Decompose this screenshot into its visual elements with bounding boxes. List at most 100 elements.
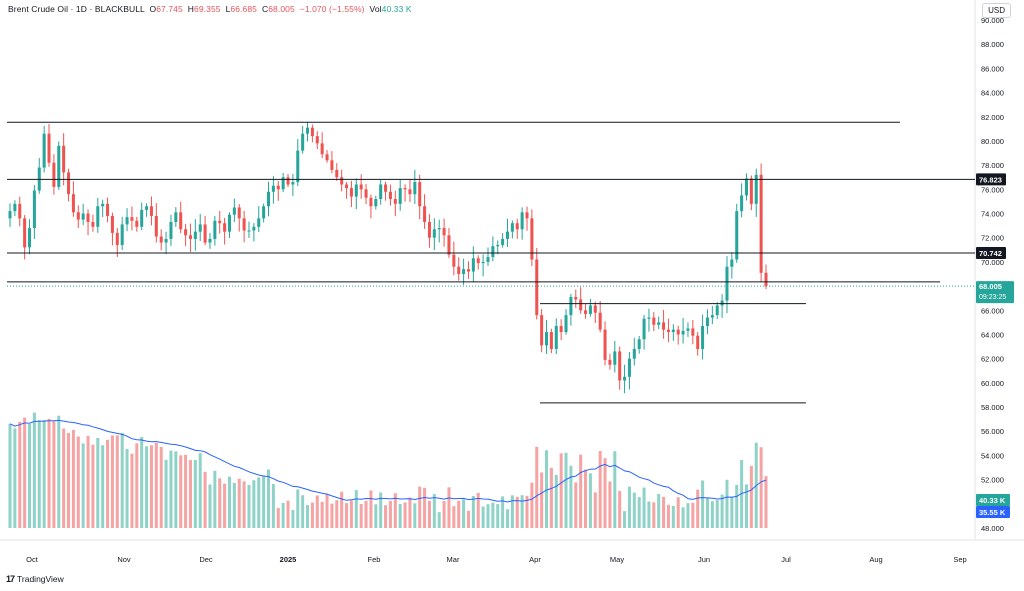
candle bbox=[759, 174, 763, 273]
candle bbox=[13, 203, 17, 212]
volume-bar bbox=[184, 454, 188, 528]
volume-bar bbox=[457, 500, 461, 528]
last-price-tag bbox=[976, 281, 1014, 304]
candle bbox=[691, 328, 695, 336]
volume-bar bbox=[115, 435, 119, 528]
candle bbox=[271, 185, 275, 192]
tradingview-branding[interactable]: 17 TradingView bbox=[6, 574, 64, 584]
candle bbox=[57, 145, 61, 187]
volume-bar bbox=[374, 504, 378, 528]
candle bbox=[345, 184, 349, 189]
candle bbox=[432, 229, 436, 238]
volume-bar bbox=[286, 500, 290, 528]
candle bbox=[686, 328, 690, 331]
candle bbox=[23, 218, 27, 248]
candle bbox=[130, 217, 134, 221]
candle bbox=[86, 213, 90, 222]
volume-bar bbox=[520, 495, 524, 528]
volume-bar bbox=[418, 486, 422, 528]
volume-bar bbox=[535, 446, 539, 528]
volume-value: 40.33 K bbox=[381, 4, 412, 14]
x-tick-label: Mar bbox=[447, 555, 460, 564]
candle bbox=[579, 299, 583, 311]
last-price-label: 68.005 bbox=[979, 282, 1002, 291]
volume-bar bbox=[110, 435, 114, 528]
candle bbox=[471, 258, 475, 272]
candle bbox=[388, 191, 392, 200]
candle bbox=[710, 315, 714, 318]
candle bbox=[242, 218, 246, 231]
candle bbox=[427, 221, 431, 238]
volume-bar bbox=[106, 439, 110, 528]
volume-bar bbox=[749, 465, 753, 528]
volume-bar bbox=[188, 460, 192, 528]
y-tick-label: 84.000 bbox=[981, 89, 1004, 98]
y-tick-label: 58.000 bbox=[981, 403, 1004, 412]
volume-bar bbox=[559, 453, 563, 528]
volume-bar bbox=[47, 418, 51, 528]
volume-bar bbox=[252, 480, 256, 528]
volume-bar bbox=[388, 500, 392, 528]
volume-tag-label: 40.33 K bbox=[979, 496, 1006, 505]
candle bbox=[349, 188, 353, 197]
candle bbox=[335, 169, 339, 178]
volume-bar bbox=[481, 506, 485, 528]
volume-bar bbox=[691, 502, 695, 528]
volume-bar bbox=[27, 424, 32, 528]
candle bbox=[52, 162, 56, 187]
volume-bar bbox=[613, 451, 617, 528]
candle bbox=[730, 259, 734, 267]
y-tick-label: 82.000 bbox=[981, 113, 1004, 122]
candle bbox=[735, 211, 739, 260]
candle bbox=[398, 188, 402, 204]
candle bbox=[501, 238, 505, 245]
volume-group bbox=[8, 412, 768, 528]
candle bbox=[315, 136, 319, 144]
high-label: H bbox=[187, 4, 195, 14]
candle bbox=[642, 318, 646, 340]
x-tick-label: May bbox=[610, 555, 624, 564]
volume-bar bbox=[140, 436, 144, 528]
x-tick-label: Jun bbox=[698, 555, 710, 564]
candle bbox=[208, 238, 212, 243]
volume-bar bbox=[57, 415, 61, 528]
close-value: 68.005 bbox=[268, 4, 295, 14]
candle bbox=[18, 203, 22, 219]
volume-bar bbox=[13, 428, 17, 528]
volume-bar bbox=[540, 472, 544, 528]
volume-bar bbox=[510, 495, 514, 528]
volume-bar bbox=[740, 459, 744, 528]
candle bbox=[115, 232, 119, 245]
candle bbox=[62, 145, 66, 173]
volume-bar bbox=[223, 483, 227, 528]
high-value: 69.355 bbox=[194, 4, 221, 14]
volume-bar bbox=[696, 489, 700, 528]
candle bbox=[554, 326, 558, 349]
candle bbox=[584, 310, 588, 314]
volume-bar bbox=[218, 478, 222, 528]
volume-bar bbox=[310, 502, 314, 528]
candle bbox=[374, 199, 378, 207]
candle bbox=[608, 359, 612, 365]
symbol-title: Brent Crude Oil · 1D · BLACKBULL bbox=[8, 4, 145, 14]
volume-bar bbox=[213, 470, 217, 528]
volume-bar bbox=[335, 500, 339, 528]
volume-bar bbox=[301, 495, 305, 528]
candle bbox=[627, 358, 631, 377]
volume-bar bbox=[632, 492, 636, 528]
candle bbox=[476, 258, 480, 264]
candle bbox=[423, 206, 427, 222]
currency-button[interactable]: USD bbox=[982, 3, 1011, 18]
x-tick-label: Nov bbox=[117, 555, 131, 564]
candle bbox=[203, 224, 207, 243]
volume-bar bbox=[91, 444, 95, 528]
candle bbox=[286, 177, 290, 185]
volume-bar bbox=[686, 503, 690, 528]
volume-bar bbox=[349, 500, 353, 528]
candle bbox=[486, 257, 490, 262]
candle bbox=[91, 221, 95, 227]
candle bbox=[681, 330, 685, 335]
candle bbox=[252, 226, 256, 231]
volume-bar bbox=[462, 499, 466, 528]
